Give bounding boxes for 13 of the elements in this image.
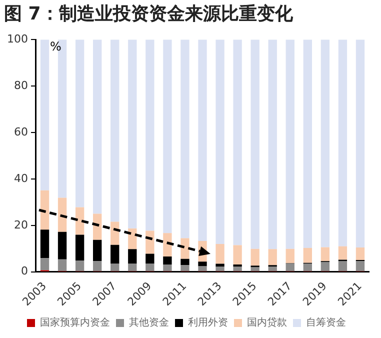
legend-label: 利用外资	[188, 316, 228, 329]
y-tick-label: 60	[14, 125, 28, 138]
legend-label: 国家预算内资金	[40, 316, 110, 329]
y-tick-label: 80	[14, 78, 28, 92]
y-tick-label: 40	[14, 172, 28, 185]
y-tick-label: 20	[14, 218, 28, 232]
annotation: %	[50, 40, 62, 54]
legend-label: 自筹资金	[306, 316, 346, 329]
y-tick-label: 0	[20, 264, 28, 278]
legend-label: 其他资金	[129, 316, 169, 329]
legend-label: 国内贷款	[247, 316, 287, 329]
y-tick-label: 100	[6, 32, 28, 46]
chart-title: 图 7：制造业投资资金来源比重变化	[4, 3, 294, 24]
